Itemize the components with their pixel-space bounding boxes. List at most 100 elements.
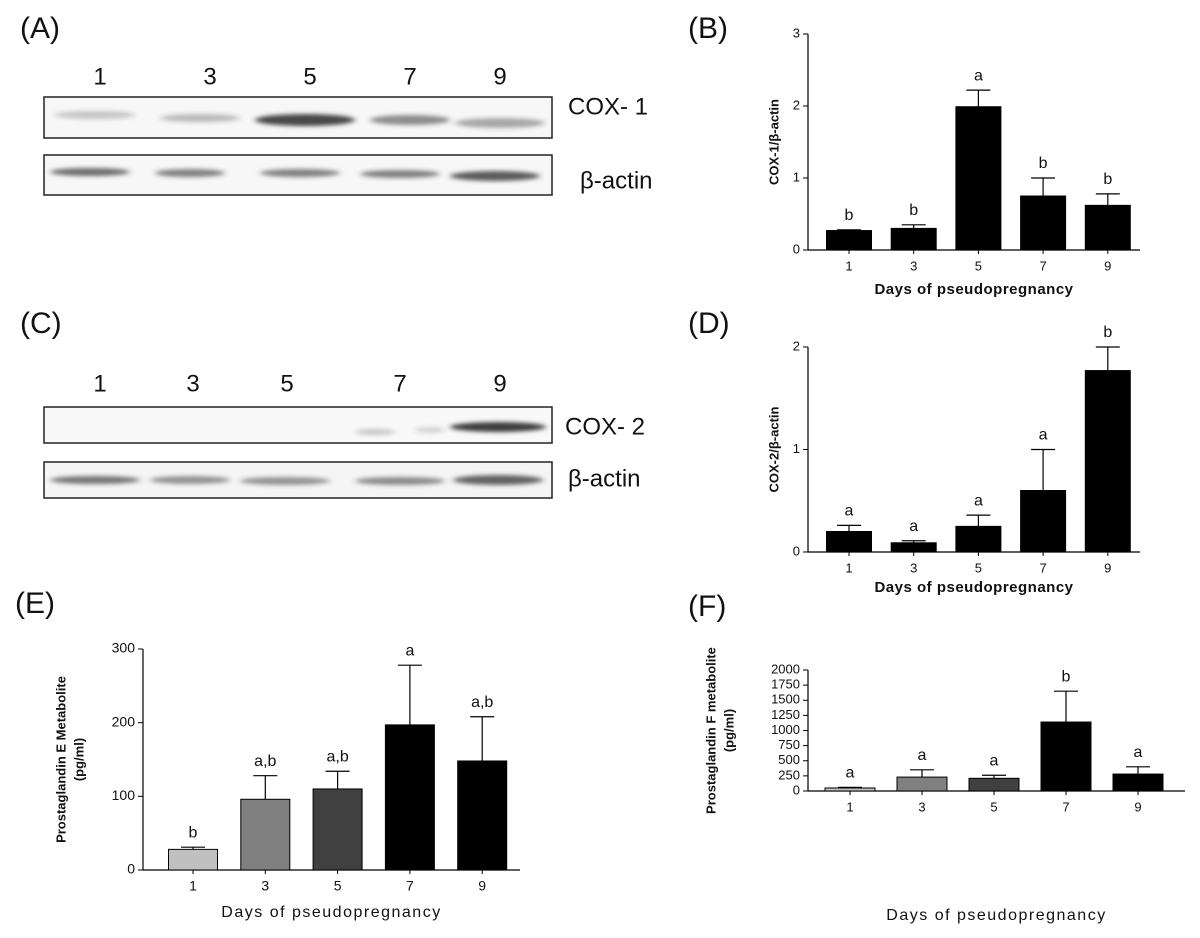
- significance-letter: a: [990, 752, 999, 769]
- panel-label: (B): [688, 12, 728, 45]
- lane-label: 3: [186, 370, 199, 397]
- x-tick-label: 5: [975, 560, 982, 575]
- x-tick-label: 1: [845, 258, 852, 273]
- x-tick-label: 9: [1104, 258, 1111, 273]
- bar: [1084, 204, 1131, 251]
- blot-row-label: COX- 1: [568, 93, 648, 120]
- bar: [968, 777, 1020, 792]
- significance-letter: a,b: [326, 749, 348, 766]
- lane-label: 1: [93, 63, 106, 90]
- x-tick-label: 9: [1104, 560, 1111, 575]
- lane-label: 9: [493, 370, 506, 397]
- y-tick-label: 200: [112, 713, 136, 729]
- x-tick-label: 5: [975, 258, 982, 273]
- y-tick-label: 1250: [771, 707, 800, 722]
- bar: [457, 760, 508, 871]
- bar: [168, 848, 218, 871]
- bar: [1084, 370, 1131, 553]
- x-tick-label: 9: [478, 878, 486, 894]
- bar: [890, 542, 937, 553]
- bar: [240, 798, 291, 871]
- significance-letter: a: [1134, 744, 1143, 761]
- significance-letter: a: [845, 503, 854, 520]
- y-tick-label: 1750: [771, 677, 800, 692]
- y-tick-label: 2: [793, 338, 800, 353]
- panel-label: (D): [688, 307, 730, 340]
- panel-label: (C): [20, 307, 62, 340]
- y-axis-label: (pg/ml): [71, 738, 86, 781]
- x-tick-label: 5: [990, 799, 997, 814]
- x-tick-label: 9: [1134, 799, 1141, 814]
- y-tick-label: 0: [793, 782, 800, 797]
- significance-letter: a: [974, 492, 983, 509]
- y-tick-label: 1: [793, 441, 800, 456]
- x-tick-label: 1: [846, 799, 853, 814]
- y-tick-label: 250: [778, 767, 800, 782]
- y-tick-label: 3: [793, 25, 800, 40]
- blot-a: COX- 1 β-actin: [43, 93, 653, 196]
- significance-letter: b: [1039, 155, 1048, 172]
- y-tick-label: 2000: [771, 661, 800, 676]
- y-tick-label: 1: [793, 169, 800, 184]
- x-tick-label: 3: [261, 878, 269, 894]
- significance-letter: a: [846, 765, 855, 782]
- x-tick-label: 7: [406, 878, 414, 894]
- y-tick-label: 2: [793, 97, 800, 112]
- x-tick-label: 3: [910, 258, 917, 273]
- blot-row-label: COX- 2: [565, 413, 645, 440]
- y-tick-label: 100: [112, 787, 136, 803]
- blot-row-label: β-actin: [580, 167, 653, 194]
- y-tick-label: 1500: [771, 692, 800, 707]
- x-axis-label: Days of pseudopregnancy: [874, 281, 1073, 298]
- significance-letter: b: [845, 207, 854, 224]
- significance-letter: a: [1039, 427, 1048, 444]
- y-axis-label: Prostaglandin F metabolite: [703, 647, 718, 814]
- bar: [824, 787, 876, 792]
- bar: [1020, 490, 1067, 553]
- x-tick-label: 7: [1062, 799, 1069, 814]
- bar: [955, 525, 1002, 553]
- bar: [1020, 195, 1067, 251]
- y-axis-label: COX-1/β-actin: [766, 99, 781, 185]
- x-tick-label: 1: [189, 878, 197, 894]
- significance-letter: a,b: [254, 753, 276, 770]
- bar: [1112, 773, 1164, 792]
- panel-label: (A): [20, 12, 60, 45]
- panel-label: (E): [15, 587, 55, 620]
- significance-letter: b: [189, 824, 198, 841]
- x-tick-label: 7: [1039, 560, 1046, 575]
- blot-a-lanes: 1 3 5 7 9: [93, 63, 506, 90]
- x-tick-label: 7: [1039, 258, 1046, 273]
- significance-letter: b: [909, 202, 918, 219]
- significance-letter: b: [1062, 668, 1071, 685]
- significance-letter: a: [909, 518, 918, 535]
- y-tick-label: 0: [793, 543, 800, 558]
- y-tick-label: 1000: [771, 722, 800, 737]
- lane-label: 1: [93, 370, 106, 397]
- y-tick-label: 0: [793, 241, 800, 256]
- y-axis-label: (pg/ml): [721, 709, 736, 752]
- x-tick-label: 3: [910, 560, 917, 575]
- bar: [312, 788, 363, 871]
- y-axis-label: Prostaglandin E Metabolite: [53, 676, 68, 843]
- significance-letter: b: [1103, 171, 1112, 188]
- x-axis-label: Days of pseudopregnancy: [874, 579, 1073, 596]
- bar: [384, 724, 435, 871]
- bar: [955, 106, 1002, 251]
- y-tick-label: 0: [127, 861, 135, 877]
- y-axis-label: COX-2/β-actin: [766, 406, 781, 492]
- significance-letter: a: [405, 642, 414, 659]
- y-tick-label: 300: [112, 640, 136, 656]
- blot-row-label: β-actin: [568, 465, 641, 492]
- bar: [896, 776, 948, 792]
- lane-label: 7: [393, 370, 406, 397]
- significance-letter: b: [1103, 324, 1112, 341]
- significance-letter: a,b: [471, 694, 493, 711]
- panel-label: (F): [688, 590, 726, 623]
- lane-label: 7: [403, 63, 416, 90]
- x-axis-label: Days of pseudopregnancy: [221, 904, 441, 921]
- bar: [890, 227, 937, 251]
- significance-letter: a: [974, 67, 983, 84]
- lane-label: 9: [493, 63, 506, 90]
